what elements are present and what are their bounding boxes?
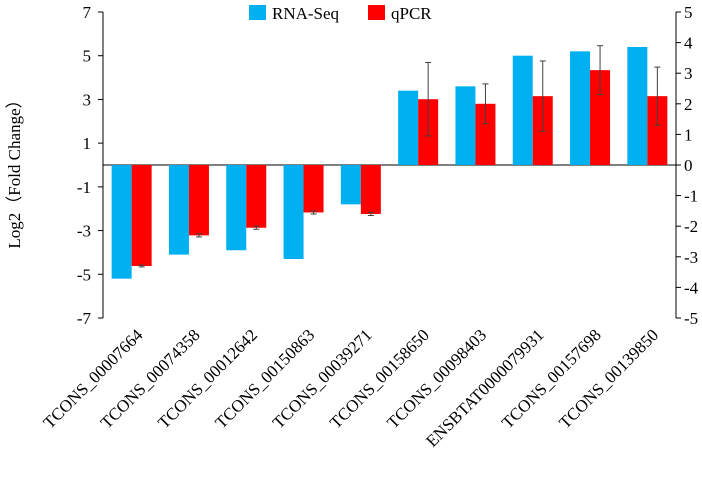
bar-rna-seq bbox=[570, 51, 591, 165]
legend-swatch-qpcr bbox=[368, 5, 385, 20]
left-tick-label: 5 bbox=[83, 47, 92, 66]
y-axis-title: Log2（Fold Change） bbox=[5, 91, 24, 248]
legend-label-rna-seq: RNA-Seq bbox=[272, 4, 340, 23]
right-tick-label: 4 bbox=[684, 34, 693, 53]
bar-rna-seq bbox=[168, 165, 189, 255]
category-label: TCONS_00150863 bbox=[211, 325, 318, 432]
right-tick-label: -5 bbox=[684, 309, 698, 328]
bar-rna-seq bbox=[111, 165, 132, 279]
bar-qpcr bbox=[131, 165, 152, 266]
bar-qpcr bbox=[303, 165, 324, 213]
bar-rna-seq bbox=[398, 90, 419, 165]
left-tick-label: -7 bbox=[77, 309, 92, 328]
bar-rna-seq bbox=[340, 165, 361, 205]
left-tick-label: 1 bbox=[83, 134, 92, 153]
bar-rna-seq bbox=[627, 46, 648, 165]
category-label: TCONS_00007664 bbox=[40, 325, 147, 432]
legend-swatch-rna-seq bbox=[249, 5, 266, 20]
left-tick-label: -1 bbox=[77, 178, 91, 197]
bar-rna-seq bbox=[455, 86, 476, 165]
category-label: TCONS_00098403 bbox=[383, 325, 490, 432]
bar-qpcr bbox=[246, 165, 267, 228]
right-tick-label: -4 bbox=[684, 278, 699, 297]
legend-label-qpcr: qPCR bbox=[391, 4, 432, 23]
left-tick-label: -3 bbox=[77, 222, 91, 241]
right-tick-label: 0 bbox=[684, 156, 693, 175]
bar-rna-seq bbox=[512, 55, 533, 165]
right-tick-label: 3 bbox=[684, 64, 693, 83]
left-tick-label: -5 bbox=[77, 265, 91, 284]
bar-qpcr bbox=[360, 165, 381, 214]
bar-qpcr bbox=[647, 96, 668, 165]
bar-qpcr bbox=[188, 165, 209, 236]
right-tick-label: 5 bbox=[684, 3, 693, 22]
category-label: TCONS_00012642 bbox=[154, 325, 261, 432]
right-tick-label: 2 bbox=[684, 95, 693, 114]
category-label: TCONS_00074358 bbox=[97, 325, 204, 432]
left-tick-label: 7 bbox=[83, 3, 92, 22]
category-label: TCONS_00158650 bbox=[326, 325, 433, 432]
bar-rna-seq bbox=[283, 165, 304, 259]
category-label: TCONS_00139850 bbox=[555, 325, 662, 432]
category-label: TCONS_00039271 bbox=[269, 325, 376, 432]
bar-rna-seq bbox=[226, 165, 247, 251]
bar-qpcr bbox=[590, 70, 611, 165]
right-tick-label: 1 bbox=[684, 125, 693, 144]
category-label: TCONS_00157698 bbox=[498, 325, 605, 432]
right-tick-label: -1 bbox=[684, 187, 698, 206]
right-tick-label: -3 bbox=[684, 248, 698, 267]
bar-qpcr bbox=[475, 103, 496, 165]
left-tick-label: 3 bbox=[83, 90, 92, 109]
right-tick-label: -2 bbox=[684, 217, 698, 236]
